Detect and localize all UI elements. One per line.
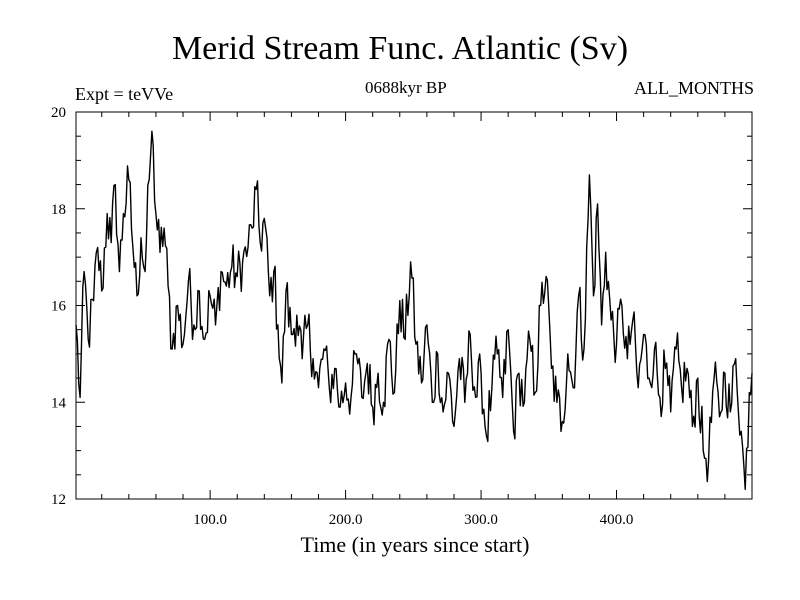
y-tick-label: 12: [51, 492, 66, 508]
series-line: [75, 130, 753, 490]
x-tick-label: 400.0: [600, 512, 634, 528]
y-tick-label: 20: [51, 105, 66, 121]
x-axis-label: Time (in years since start): [300, 532, 530, 557]
x-tick-label: 300.0: [464, 512, 498, 528]
series-group: [75, 130, 753, 490]
months-label: ALL_MONTHS: [634, 78, 754, 98]
plot-frame: [75, 111, 753, 500]
period-label: 0688kyr BP: [365, 78, 447, 97]
x-tick-label: 100.0: [193, 512, 227, 528]
chart-title: Merid Stream Func. Atlantic (Sv): [171, 30, 629, 67]
experiment-label: Expt = teVVe: [75, 84, 174, 104]
x-tick-label: 200.0: [329, 512, 363, 528]
y-tick-label: 18: [51, 202, 66, 218]
y-tick-label: 16: [51, 299, 67, 315]
y-tick-label: 14: [51, 395, 67, 411]
